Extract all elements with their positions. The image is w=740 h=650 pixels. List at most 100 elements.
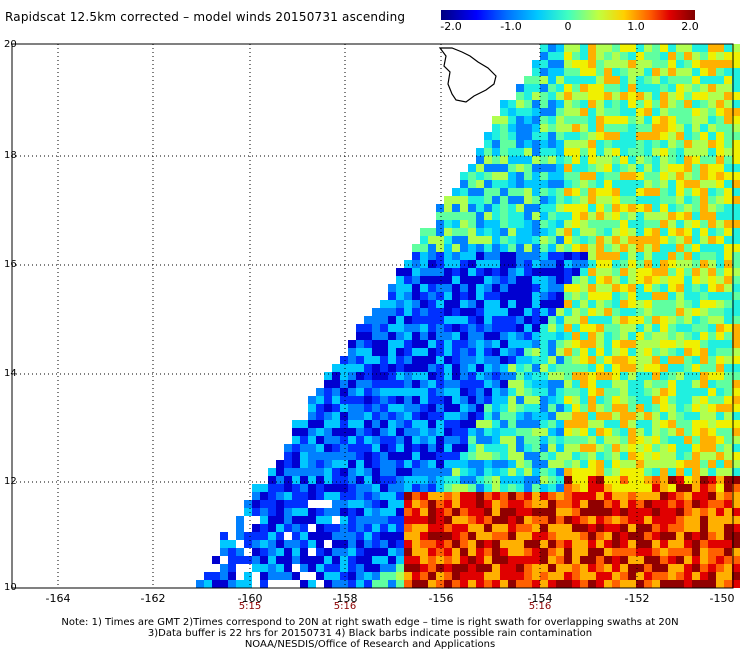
swath-cell xyxy=(452,444,460,452)
swath-cell xyxy=(572,492,580,500)
swath-cell xyxy=(644,108,652,116)
swath-cell xyxy=(388,444,396,452)
swath-cell xyxy=(260,556,268,564)
swath-cell xyxy=(732,196,740,204)
swath-cell xyxy=(476,388,484,396)
swath-cell xyxy=(516,148,524,156)
swath-cell xyxy=(596,428,604,436)
swath-cell xyxy=(468,332,476,340)
swath-cell xyxy=(732,500,740,508)
swath-cell xyxy=(452,196,460,204)
swath-cell xyxy=(572,84,580,92)
swath-cell xyxy=(620,268,628,276)
swath-cell xyxy=(612,348,620,356)
swath-cell xyxy=(428,468,436,476)
swath-cell xyxy=(388,308,396,316)
swath-cell xyxy=(588,116,596,124)
swath-cell xyxy=(436,324,444,332)
swath-cell xyxy=(652,364,660,372)
swath-cell xyxy=(228,556,236,564)
swath-cell xyxy=(428,460,436,468)
swath-cell xyxy=(388,540,396,548)
swath-cell xyxy=(676,380,684,388)
swath-cell xyxy=(372,340,380,348)
swath-cell xyxy=(532,92,540,100)
swath-cell xyxy=(676,492,684,500)
swath-cell xyxy=(708,204,716,212)
swath-cell xyxy=(660,276,668,284)
swath-cell xyxy=(348,540,356,548)
swath-cell xyxy=(668,428,676,436)
swath-cell xyxy=(628,132,636,140)
swath-cell xyxy=(620,188,628,196)
swath-cell xyxy=(540,108,548,116)
swath-cell xyxy=(484,316,492,324)
swath-cell xyxy=(644,436,652,444)
swath-cell xyxy=(316,572,324,580)
swath-cell xyxy=(548,68,556,76)
swath-cell xyxy=(548,116,556,124)
swath-cell xyxy=(484,380,492,388)
swath-cell xyxy=(356,476,364,484)
swath-cell xyxy=(428,540,436,548)
swath-cell xyxy=(436,444,444,452)
swath-cell xyxy=(636,356,644,364)
swath-cell xyxy=(708,380,716,388)
swath-cell xyxy=(636,364,644,372)
swath-cell xyxy=(476,340,484,348)
swath-cell xyxy=(724,124,732,132)
swath-cell xyxy=(556,260,564,268)
swath-cell xyxy=(580,396,588,404)
swath-cell xyxy=(548,308,556,316)
swath-cell xyxy=(596,316,604,324)
swath-cell xyxy=(716,428,724,436)
swath-cell xyxy=(564,436,572,444)
swath-cell xyxy=(220,580,228,588)
swath-cell xyxy=(628,164,636,172)
swath-cell xyxy=(404,356,412,364)
swath-cell xyxy=(532,548,540,556)
swath-cell xyxy=(380,580,388,588)
swath-cell xyxy=(308,492,316,500)
swath-cell xyxy=(708,436,716,444)
swath-cell xyxy=(420,228,428,236)
swath-cell xyxy=(396,540,404,548)
swath-cell xyxy=(428,516,436,524)
swath-cell xyxy=(508,460,516,468)
swath-cell xyxy=(732,92,740,100)
swath-cell xyxy=(572,412,580,420)
swath-cell xyxy=(636,468,644,476)
swath-cell xyxy=(396,316,404,324)
swath-cell xyxy=(500,212,508,220)
swath-cell xyxy=(508,236,516,244)
swath-cell xyxy=(628,116,636,124)
swath-cell xyxy=(444,348,452,356)
swath-cell xyxy=(372,452,380,460)
swath-cell xyxy=(516,244,524,252)
swath-cell xyxy=(564,132,572,140)
swath-cell xyxy=(508,436,516,444)
swath-cell xyxy=(716,188,724,196)
swath-cell xyxy=(708,260,716,268)
swath-cell xyxy=(628,468,636,476)
swath-cell xyxy=(540,284,548,292)
swath-cell xyxy=(604,356,612,364)
swath-cell xyxy=(716,164,724,172)
swath-cell xyxy=(380,412,388,420)
swath-cell xyxy=(588,52,596,60)
swath-cell xyxy=(260,524,268,532)
swath-cell xyxy=(564,356,572,364)
swath-cell xyxy=(444,284,452,292)
swath-cell xyxy=(716,340,724,348)
swath-cell xyxy=(732,444,740,452)
swath-cell xyxy=(580,76,588,84)
swath-cell xyxy=(364,404,372,412)
swath-cell xyxy=(500,244,508,252)
swath-cell xyxy=(356,516,364,524)
swath-cell xyxy=(572,140,580,148)
swath-cell xyxy=(500,484,508,492)
swath-cell xyxy=(668,436,676,444)
swath-cell xyxy=(444,500,452,508)
swath-cell xyxy=(588,172,596,180)
swath-cell xyxy=(356,420,364,428)
